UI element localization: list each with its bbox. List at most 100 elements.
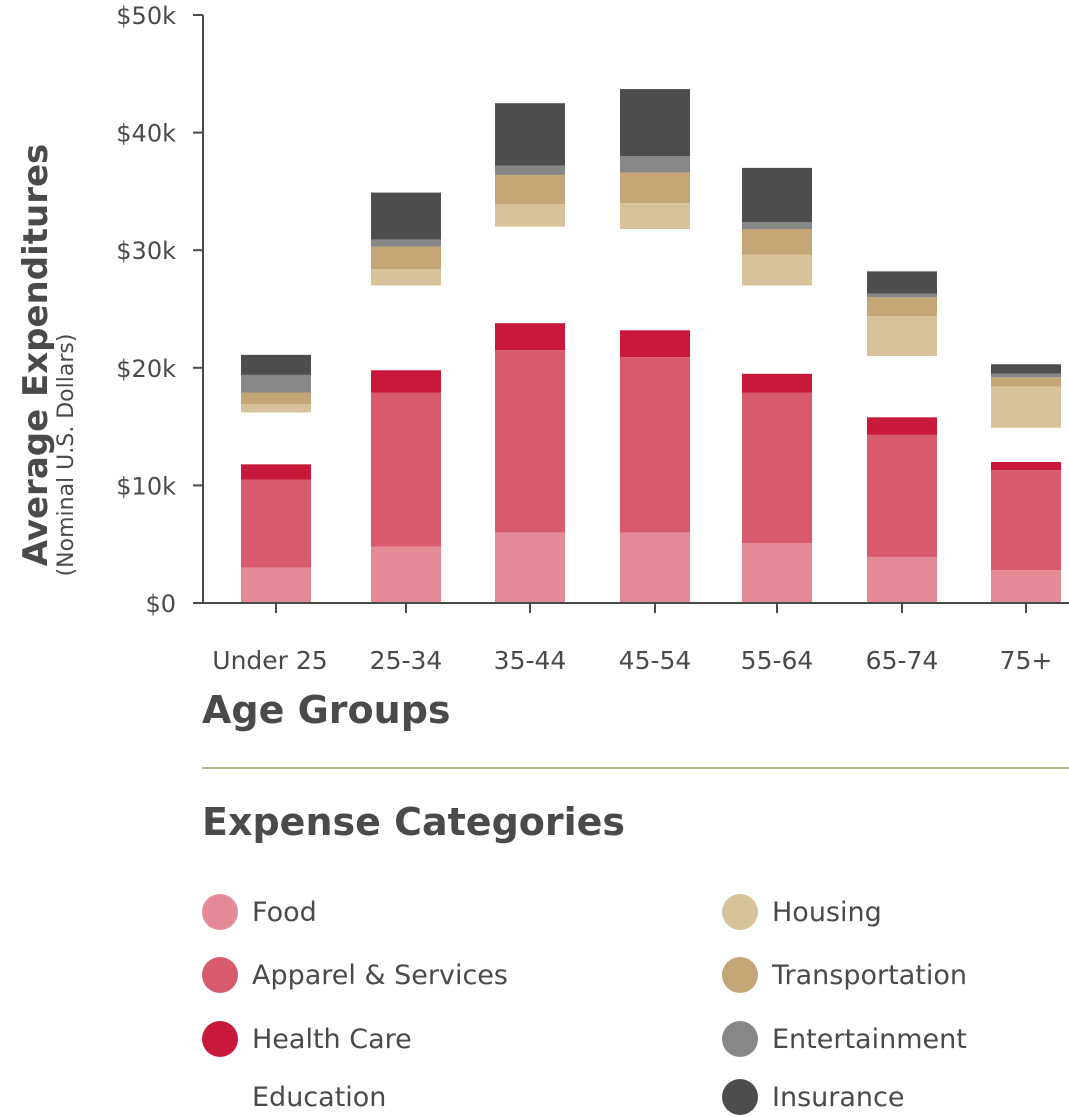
- bar-segment-education: [742, 285, 812, 374]
- bar-segment-health-care: [371, 370, 441, 393]
- bar-segment-food: [742, 543, 812, 603]
- bar-segment-housing: [620, 203, 690, 230]
- bar-segment-housing: [991, 386, 1061, 428]
- legend-swatch: [202, 1079, 238, 1115]
- y-tick-label: $0: [145, 590, 176, 618]
- legend-swatch: [722, 957, 758, 993]
- bar-segment-education: [241, 412, 311, 465]
- bar-segment-entertainment: [742, 221, 812, 230]
- x-tick-label: 55-64: [741, 646, 814, 675]
- legend-swatch: [202, 1021, 238, 1057]
- bar-segment-transportation: [620, 172, 690, 204]
- y-tick-label: $10k: [116, 472, 176, 500]
- y-tick-label: $20k: [116, 355, 176, 383]
- legend-title: Expense Categories: [202, 800, 626, 844]
- bar-segment-housing: [241, 404, 311, 413]
- bar-segment-transportation: [371, 246, 441, 270]
- x-tick-label: 65-74: [866, 646, 939, 675]
- bar-segment-apparel-services: [495, 350, 565, 533]
- y-axis: $0 $10k $20k $30k $40k $50k: [116, 2, 204, 618]
- legend-label: Health Care: [252, 1023, 412, 1055]
- y-axis-subtitle: (Nominal U.S. Dollars): [54, 334, 79, 577]
- bar-segment-entertainment: [371, 239, 441, 247]
- bar-segment-education: [371, 285, 441, 371]
- x-axis: Under 25 25-34 35-44 45-54 55-64 65-74 75+: [203, 602, 1069, 675]
- bar-segment-health-care: [620, 330, 690, 358]
- bar-segment-education: [620, 229, 690, 331]
- bar-segment-apparel-services: [991, 470, 1061, 571]
- bar-segment-entertainment: [991, 373, 1061, 378]
- bar-segment-education: [495, 226, 565, 324]
- stacked-bar-chart: Average Expenditures (Nominal U.S. Dolla…: [16, 2, 1069, 732]
- legend-item-education: Education: [202, 1077, 386, 1117]
- legend-label: Apparel & Services: [252, 959, 508, 991]
- bar-segment-education: [991, 427, 1061, 462]
- bar-segment-insurance: [495, 103, 565, 166]
- legend-swatch: [722, 894, 758, 930]
- bar-segment-housing: [742, 254, 812, 286]
- bar-segment-health-care: [742, 373, 812, 393]
- bar-segment-health-care: [495, 323, 565, 351]
- bar-segment-housing: [371, 269, 441, 286]
- bar-segment-apparel-services: [241, 479, 311, 568]
- legend-label: Housing: [772, 896, 882, 928]
- legend-swatch: [722, 1021, 758, 1057]
- legend-swatch: [202, 894, 238, 930]
- bar-segment-transportation: [742, 229, 812, 255]
- bar-segment-insurance: [241, 354, 311, 375]
- y-tick-label: $40k: [116, 120, 176, 148]
- legend-item-entertainment: Entertainment: [722, 1019, 967, 1059]
- bar-segment-apparel-services: [742, 392, 812, 544]
- legend-label: Insurance: [772, 1081, 905, 1113]
- bar-segment-insurance: [991, 364, 1061, 374]
- y-axis-title: Average Expenditures: [16, 144, 56, 567]
- bar-segment-transportation: [495, 174, 565, 205]
- bar-segment-transportation: [867, 297, 937, 317]
- bar-segment-health-care: [867, 417, 937, 435]
- bar-segment-insurance: [867, 271, 937, 294]
- legend-label: Food: [252, 896, 317, 928]
- legend-item-apparel-services: Apparel & Services: [202, 955, 508, 995]
- bar-segment-housing: [495, 204, 565, 227]
- bar-segment-food: [371, 546, 441, 603]
- legend-item-insurance: Insurance: [722, 1077, 904, 1117]
- bar-segment-transportation: [241, 392, 311, 405]
- legend-item-transportation: Transportation: [722, 955, 967, 995]
- bar-segment-apparel-services: [371, 392, 441, 547]
- bar-segment-health-care: [241, 464, 311, 480]
- bar-segment-food: [241, 567, 311, 603]
- x-tick-label: 35-44: [494, 646, 567, 675]
- x-tick-label: 25-34: [370, 646, 443, 675]
- bar-segment-insurance: [742, 167, 812, 222]
- y-tick-label: $30k: [116, 237, 176, 265]
- legend-swatch: [202, 957, 238, 993]
- bar-segment-food: [867, 557, 937, 603]
- chart: Average Expenditures (Nominal U.S. Dolla…: [16, 2, 1069, 732]
- bars: [241, 89, 1061, 603]
- bar-segment-transportation: [991, 377, 1061, 387]
- x-tick-label: 75+: [1000, 646, 1053, 675]
- bar-segment-health-care: [991, 461, 1061, 471]
- bar-segment-housing: [867, 316, 937, 357]
- bar-segment-education: [867, 356, 937, 418]
- divider: [202, 767, 1069, 769]
- x-axis-title: Age Groups: [202, 688, 451, 732]
- bar-segment-apparel-services: [867, 434, 937, 558]
- legend-label: Entertainment: [772, 1023, 967, 1055]
- bar-segment-entertainment: [495, 165, 565, 175]
- legend-item-food: Food: [202, 892, 317, 932]
- bar-segment-food: [991, 570, 1061, 603]
- x-tick-label: 45-54: [619, 646, 692, 675]
- y-tick-label: $50k: [116, 2, 176, 30]
- legend-item-health-care: Health Care: [202, 1019, 412, 1059]
- bar-segment-food: [620, 532, 690, 603]
- legend-label: Education: [252, 1081, 387, 1113]
- bar-segment-entertainment: [867, 293, 937, 298]
- bar-segment-entertainment: [620, 156, 690, 173]
- bar-segment-insurance: [620, 89, 690, 157]
- legend-label: Transportation: [772, 959, 967, 991]
- bar-segment-entertainment: [241, 374, 311, 393]
- x-tick-label: Under 25: [212, 646, 327, 675]
- legend-item-housing: Housing: [722, 892, 882, 932]
- legend-swatch: [722, 1079, 758, 1115]
